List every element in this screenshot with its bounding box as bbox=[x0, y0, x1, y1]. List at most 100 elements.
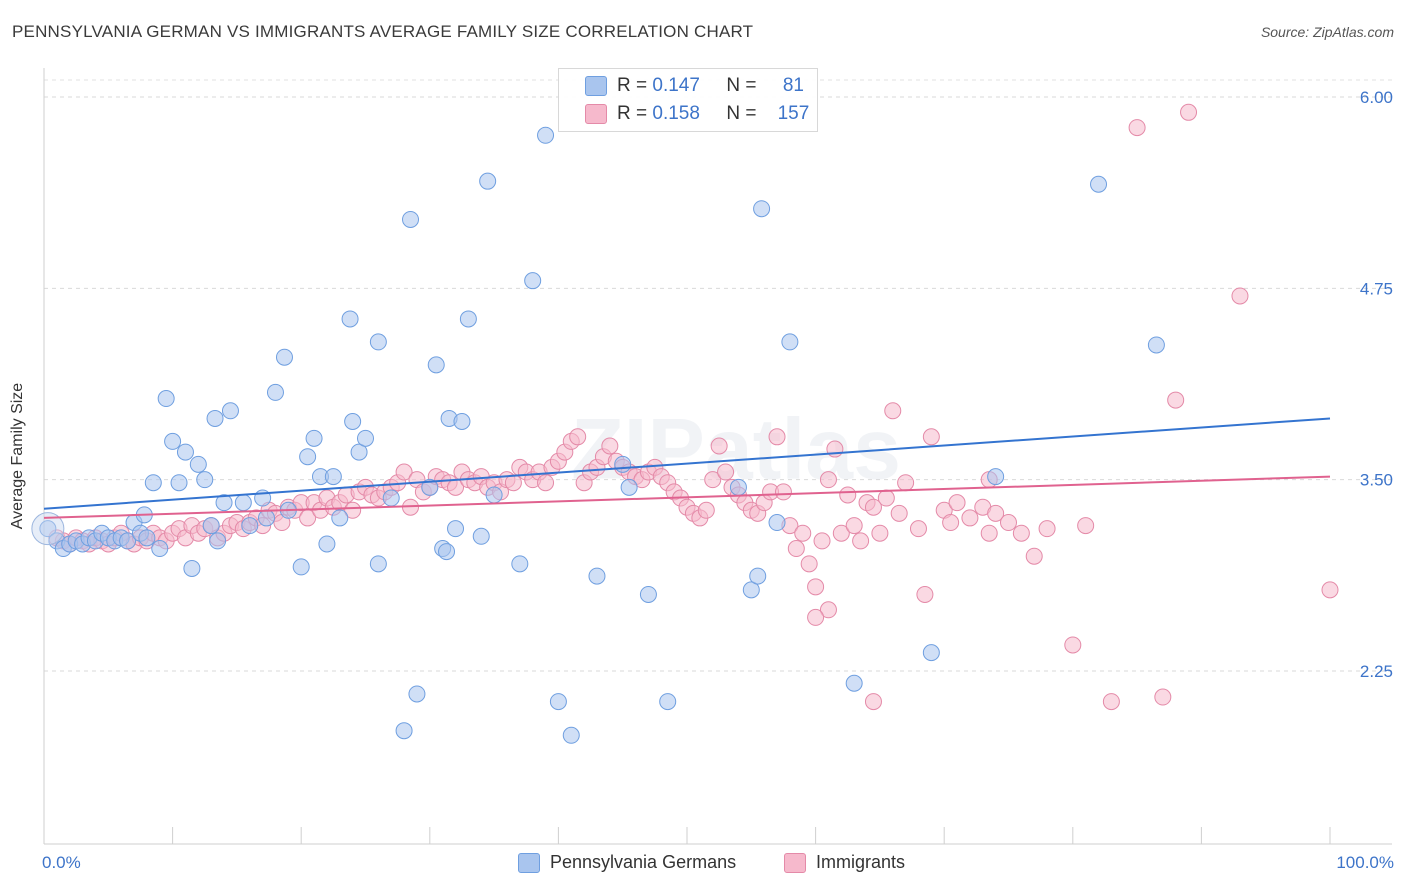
trend-line-immigrants bbox=[43, 475, 1331, 519]
immigrant-point bbox=[601, 437, 619, 455]
pennsylvania-german-point bbox=[341, 310, 359, 328]
y-tick-label: 4.75 bbox=[1360, 279, 1393, 298]
pennsylvania-german-point bbox=[275, 348, 293, 366]
pennsylvania-german-point bbox=[209, 532, 227, 550]
pennsylvania-german-point bbox=[119, 532, 137, 550]
pennsylvania-german-point bbox=[987, 468, 1005, 486]
pennsylvania-german-point bbox=[408, 685, 426, 703]
axes bbox=[43, 68, 1392, 845]
immigrant-point bbox=[1025, 547, 1043, 565]
immigrant-point bbox=[504, 474, 522, 492]
pennsylvania-german-point bbox=[151, 540, 169, 558]
pennsylvania-german-point bbox=[39, 520, 57, 538]
pennsylvania-german-point bbox=[206, 409, 224, 427]
immigrant-point bbox=[961, 509, 979, 527]
immigrant-point bbox=[813, 532, 831, 550]
immigrant-point bbox=[537, 474, 555, 492]
pennsylvania-german-point bbox=[369, 333, 387, 351]
pennsylvania-german-point bbox=[562, 726, 580, 744]
correlation-legend: R = 0.147 N = 81 R = 0.158 N = 157 bbox=[558, 68, 818, 132]
pennsylvania-german-point bbox=[241, 517, 259, 535]
pennsylvania-german-point bbox=[164, 432, 182, 450]
pennsylvania-german-point bbox=[845, 674, 863, 692]
legend-swatch-blue bbox=[585, 76, 607, 96]
immigrant-point bbox=[1077, 517, 1095, 535]
pennsylvania-german-point bbox=[176, 443, 194, 461]
data-points bbox=[31, 103, 1339, 744]
immigrant-point bbox=[1064, 636, 1082, 654]
pennsylvania-german-point bbox=[344, 413, 362, 431]
n-value: 157 bbox=[777, 103, 810, 124]
r-value: 0.158 bbox=[652, 103, 700, 124]
immigrant-point bbox=[980, 524, 998, 542]
pennsylvania-german-point bbox=[395, 722, 413, 740]
immigrant-point bbox=[819, 601, 837, 619]
pennsylvania-german-point bbox=[549, 693, 567, 711]
immigrant-point bbox=[1038, 520, 1056, 538]
legend-item-immigrants[interactable]: Immigrants bbox=[784, 852, 905, 873]
pennsylvania-german-point bbox=[144, 474, 162, 492]
immigrant-point bbox=[768, 428, 786, 446]
x-tick-max: 100.0% bbox=[1336, 853, 1394, 872]
pennsylvania-german-point bbox=[453, 413, 471, 431]
pennsylvania-german-point bbox=[138, 529, 156, 547]
pennsylvania-german-point bbox=[781, 333, 799, 351]
immigrant-point bbox=[826, 440, 844, 458]
pennsylvania-german-point bbox=[350, 443, 368, 461]
immigrant-point bbox=[864, 498, 882, 516]
pennsylvania-german-point bbox=[427, 356, 445, 374]
pennsylvania-german-point bbox=[729, 478, 747, 496]
pennsylvania-german-point bbox=[421, 478, 439, 496]
x-tick-min: 0.0% bbox=[42, 853, 81, 872]
immigrant-point bbox=[569, 428, 587, 446]
trend-line-pennsylvania-germans bbox=[43, 417, 1331, 510]
immigrant-point bbox=[884, 402, 902, 420]
immigrant-point bbox=[807, 608, 825, 626]
pennsylvania-german-point bbox=[749, 567, 767, 585]
immigrant-point bbox=[800, 555, 818, 573]
pennsylvania-german-point bbox=[588, 567, 606, 585]
pennsylvania-german-point bbox=[305, 429, 323, 447]
legend-label: Immigrants bbox=[816, 852, 906, 872]
pennsylvania-german-point bbox=[639, 585, 657, 603]
pennsylvania-german-point bbox=[620, 478, 638, 496]
pennsylvania-german-point bbox=[614, 455, 632, 473]
pennsylvania-german-point bbox=[299, 448, 317, 466]
immigrant-point bbox=[344, 501, 362, 519]
immigrant-point bbox=[916, 585, 934, 603]
y-tick-labels: 2.25 3.50 4.75 6.00 bbox=[1360, 88, 1393, 681]
immigrant-point bbox=[697, 501, 715, 519]
pennsylvania-german-point bbox=[742, 581, 760, 599]
legend-swatch-pink bbox=[585, 104, 607, 124]
immigrant-point bbox=[774, 483, 792, 501]
pennsylvania-german-point bbox=[1090, 175, 1108, 193]
immigrant-point bbox=[852, 532, 870, 550]
y-tick-label: 2.25 bbox=[1360, 662, 1393, 681]
chart-title: PENNSYLVANIA GERMAN VS IMMIGRANTS AVERAG… bbox=[12, 22, 754, 41]
pennsylvania-german-point bbox=[331, 509, 349, 527]
pennsylvania-german-point bbox=[234, 494, 252, 512]
immigrant-point bbox=[909, 520, 927, 538]
pennsylvania-german-point bbox=[215, 494, 233, 512]
pennsylvania-german-point bbox=[324, 468, 342, 486]
pennsylvania-german-point bbox=[189, 455, 207, 473]
immigrant-point bbox=[704, 471, 722, 489]
immigrant-point bbox=[1000, 514, 1017, 532]
immigrant-point bbox=[987, 504, 1005, 522]
immigrant-point bbox=[845, 517, 863, 535]
immigrant-point bbox=[1128, 119, 1146, 137]
immigrant-point bbox=[1231, 287, 1249, 305]
immigrant-point bbox=[787, 540, 805, 558]
pennsylvania-german-point bbox=[459, 310, 477, 328]
immigrant-point bbox=[871, 524, 889, 542]
legend-item-pennsylvania-germans[interactable]: Pennsylvania Germans bbox=[518, 852, 736, 873]
r-value: 0.147 bbox=[652, 75, 700, 96]
y-axis-label: Average Family Size bbox=[9, 382, 26, 530]
pennsylvania-german-point bbox=[472, 527, 490, 545]
n-value: 81 bbox=[782, 75, 804, 96]
immigrant-point bbox=[819, 471, 837, 489]
immigrant-point bbox=[1167, 391, 1185, 409]
pennsylvania-german-point bbox=[257, 509, 275, 527]
immigrant-point bbox=[1321, 581, 1339, 599]
